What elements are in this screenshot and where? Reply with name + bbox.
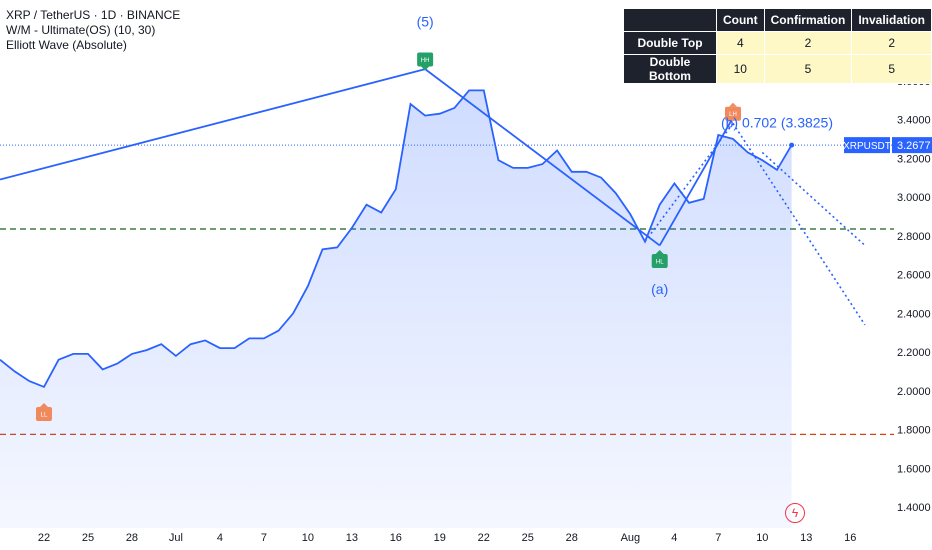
wave-annotation: (5) xyxy=(417,14,434,30)
symbol-price-tag-label: XRPUSDT xyxy=(843,141,891,152)
x-tick-label: Jul xyxy=(169,532,183,544)
table-header-blank xyxy=(623,8,717,32)
x-tick-label: 22 xyxy=(38,532,50,544)
pivot-marker-label: LL xyxy=(41,413,48,419)
pivot-marker-pointer xyxy=(655,249,664,254)
y-tick-label: 2.6000 xyxy=(897,270,931,282)
x-tick-label: 25 xyxy=(82,532,94,544)
double-top-confirmation: 2 xyxy=(763,31,853,55)
pivot-marker[interactable]: LL xyxy=(35,403,52,421)
price-area xyxy=(0,90,792,529)
pivot-marker-box xyxy=(651,253,668,268)
y-tick-label: 3.0000 xyxy=(897,192,931,204)
double-bottom-confirmation: 5 xyxy=(763,54,853,84)
y-tick-label: 1.6000 xyxy=(897,463,931,475)
x-tick-label: 4 xyxy=(671,532,677,544)
symbol-title[interactable]: XRP / TetherUS · 1D · BINANCE xyxy=(6,8,181,22)
table-header-confirmation: Confirmation xyxy=(763,8,853,32)
x-tick-label: 28 xyxy=(126,532,138,544)
double-top-invalidation: 2 xyxy=(851,31,932,55)
table-row: Double Top 4 2 2 xyxy=(623,31,932,55)
x-tick-label: 19 xyxy=(434,532,446,544)
pivot-marker[interactable]: LH xyxy=(725,102,741,121)
x-tick-label: 4 xyxy=(217,532,223,544)
table-row: Double Bottom 10 5 5 xyxy=(623,54,932,84)
symbol-price-tag xyxy=(844,137,890,154)
x-tick-label: 16 xyxy=(390,532,402,544)
y-tick-label: 2.0000 xyxy=(897,386,931,398)
x-tick-label: 22 xyxy=(478,532,490,544)
table-header-count: Count xyxy=(715,8,765,32)
double-top-count: 4 xyxy=(715,31,765,55)
pivot-marker-box xyxy=(725,106,741,121)
x-tick-label: 13 xyxy=(800,532,812,544)
elliott-wave-line xyxy=(658,117,734,246)
pivot-marker-pointer xyxy=(729,102,737,107)
projection-line xyxy=(761,151,866,247)
price-line xyxy=(0,89,793,389)
wave-annotation: (a) xyxy=(651,281,668,297)
pattern-stats-table: Count Confirmation Invalidation Double T… xyxy=(623,8,932,84)
x-tick-label: 7 xyxy=(715,532,721,544)
wave-annotation: (b) 0.702 (3.3825) xyxy=(721,114,833,130)
x-tick-label: 10 xyxy=(756,532,768,544)
x-tick-label: 25 xyxy=(522,532,534,544)
lightning-bolt-icon[interactable]: ϟ xyxy=(785,503,805,523)
y-tick-label: 3.2000 xyxy=(897,153,931,165)
pivot-marker-pointer xyxy=(39,403,48,407)
x-tick-label: 10 xyxy=(302,532,314,544)
elliott-wave-line xyxy=(424,68,661,247)
table-header-invalidation: Invalidation xyxy=(851,8,932,32)
x-tick-label: Aug xyxy=(621,532,641,544)
projection-line xyxy=(732,122,866,326)
pivot-marker-label: LH xyxy=(729,112,737,118)
pivot-marker[interactable]: HH xyxy=(417,52,434,71)
pivot-marker-pointer xyxy=(421,66,430,71)
row-label-double-bottom: Double Bottom xyxy=(623,54,717,84)
x-tick-label: 13 xyxy=(346,532,358,544)
pivot-marker-label: HL xyxy=(656,259,664,265)
indicator-elliott-wave[interactable]: Elliott Wave (Absolute) xyxy=(6,38,127,52)
y-tick-label: 2.4000 xyxy=(897,308,931,320)
elliott-wave-line xyxy=(0,68,426,181)
double-bottom-invalidation: 5 xyxy=(851,54,932,84)
y-tick-label: 1.4000 xyxy=(897,502,931,514)
pivot-marker-box xyxy=(35,407,52,421)
y-tick-label: 1.8000 xyxy=(897,425,931,437)
y-tick-label: 3.4000 xyxy=(897,115,931,127)
pivot-marker-label: HH xyxy=(421,58,430,64)
x-tick-label: 28 xyxy=(566,532,578,544)
pivot-marker[interactable]: HL xyxy=(651,249,668,268)
x-tick-label: 7 xyxy=(261,532,267,544)
last-price-tag xyxy=(892,137,932,154)
last-price-dot xyxy=(789,142,795,148)
chart-legend: XRP / TetherUS · 1D · BINANCE W/M - Ulti… xyxy=(6,8,180,53)
x-tick-label: 16 xyxy=(844,532,856,544)
y-tick-label: 2.2000 xyxy=(897,347,931,359)
last-price-tag-value: 3.2677 xyxy=(897,140,931,152)
indicator-ultimate[interactable]: W/M - Ultimate(OS) (10, 30) xyxy=(6,23,156,37)
double-bottom-count: 10 xyxy=(715,54,765,84)
pivot-marker-box xyxy=(417,52,434,67)
row-label-double-top: Double Top xyxy=(623,31,717,55)
y-tick-label: 2.8000 xyxy=(897,231,931,243)
